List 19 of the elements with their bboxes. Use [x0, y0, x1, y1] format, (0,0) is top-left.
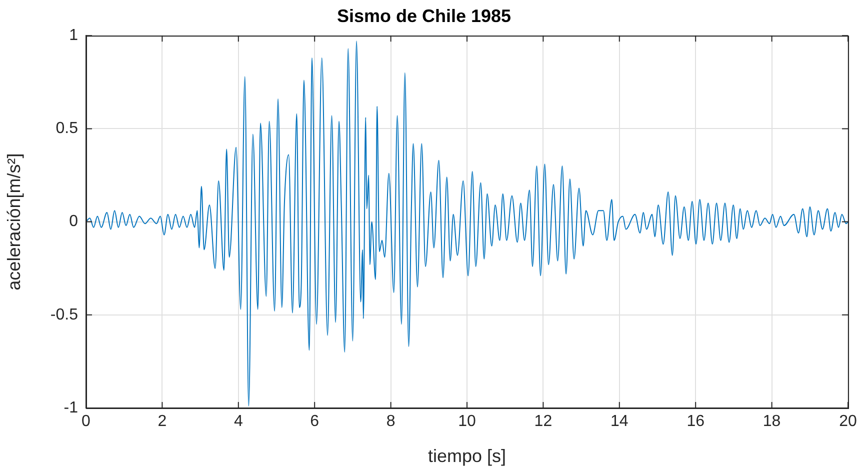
- x-tick-label: 20: [839, 413, 857, 430]
- x-axis-title: tiempo [s]: [428, 446, 506, 466]
- x-tick-label: 16: [686, 413, 705, 430]
- x-tick-label: 14: [610, 413, 628, 430]
- y-tick-label: -0.5: [50, 306, 78, 324]
- y-axis-title: aceleración[m/s²]: [4, 153, 24, 290]
- x-tick-label: 18: [762, 413, 781, 430]
- x-tick-label: 2: [158, 413, 167, 430]
- y-tick-label: -1: [64, 399, 78, 416]
- x-tick-label: 0: [82, 413, 91, 430]
- x-tick-label: 6: [310, 413, 320, 430]
- y-tick-label: 0.5: [56, 120, 78, 138]
- x-tick-label: 10: [458, 413, 476, 430]
- x-tick-label: 8: [386, 413, 396, 430]
- x-tick-label: 4: [234, 413, 243, 430]
- y-tick-label: 1: [69, 27, 78, 44]
- y-tick-label: 0: [69, 213, 78, 230]
- x-tick-label: 12: [534, 413, 552, 430]
- chart-title: Sismo de Chile 1985: [336, 6, 512, 26]
